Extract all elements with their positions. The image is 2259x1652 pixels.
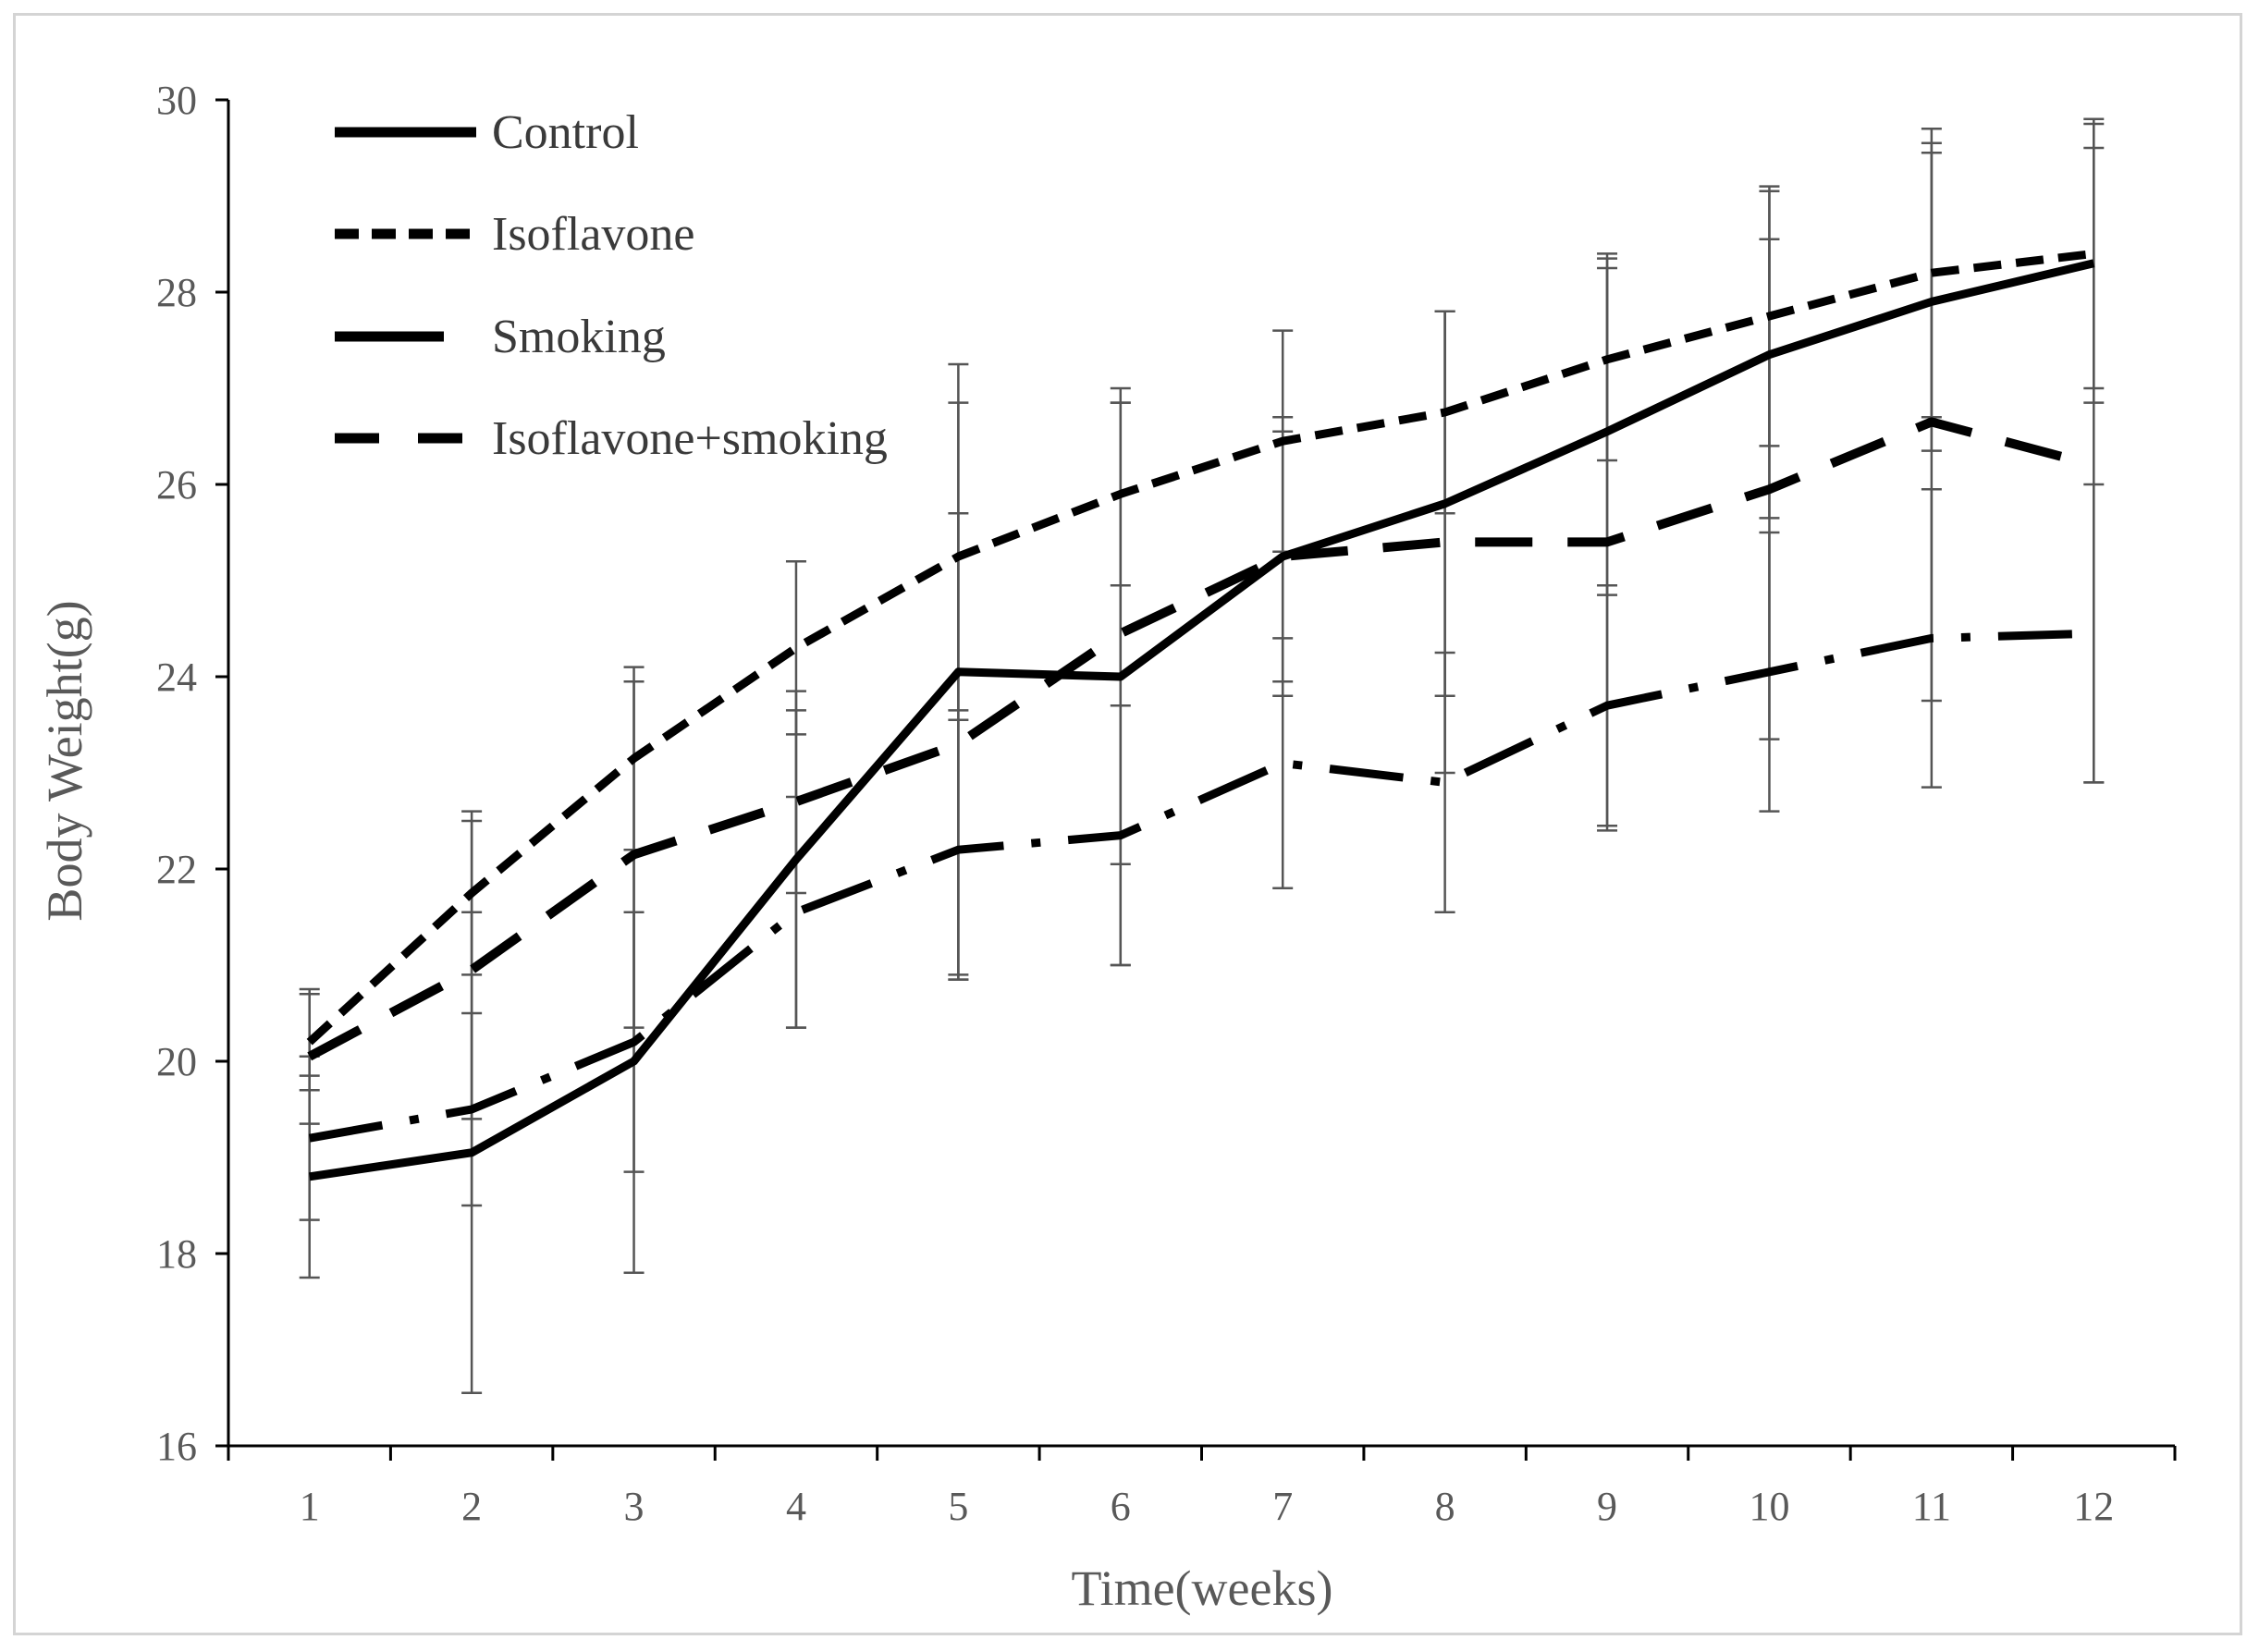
legend-label: Smoking xyxy=(492,311,666,363)
x-tick-label: 3 xyxy=(624,1484,645,1529)
y-tick-labels: 16 18 20 22 24 26 28 30 xyxy=(156,78,197,1469)
error-bar-isoflavone-smoking xyxy=(2083,146,2105,784)
x-tick-label: 4 xyxy=(786,1484,806,1529)
legend-item-isoflavone-smoking: Isoflavone+smoking xyxy=(335,412,888,465)
error-bar-isoflavone-smoking xyxy=(948,511,969,976)
x-tick-label: 8 xyxy=(1435,1484,1455,1529)
y-tick-label: 20 xyxy=(156,1039,197,1084)
y-axis-title: Body Weight(g) xyxy=(37,600,92,921)
legend-item-control: Control xyxy=(335,106,639,159)
series-lines xyxy=(306,249,2095,1181)
legend: Control Isoflavone Smoking Isoflavone+smoki… xyxy=(335,106,888,465)
x-tick-label: 12 xyxy=(2073,1484,2114,1529)
axes xyxy=(215,98,2177,1461)
y-tick-label: 26 xyxy=(156,462,197,508)
x-tick-label: 11 xyxy=(1912,1484,1951,1529)
series-line-isoflavone xyxy=(306,249,2094,1046)
x-tick-label: 9 xyxy=(1597,1484,1617,1529)
x-tick-label: 6 xyxy=(1111,1484,1131,1529)
series-line-isoflavone-smoking xyxy=(307,417,2095,1061)
legend-label: Isoflavone+smoking xyxy=(492,412,888,465)
y-tick-label: 18 xyxy=(156,1231,197,1277)
error-bar-isoflavone-smoking xyxy=(461,819,483,1120)
x-axis-title: Time(weeks) xyxy=(1072,1560,1333,1616)
y-tick-label: 28 xyxy=(156,270,197,315)
series-line-control xyxy=(309,259,2095,1181)
x-tick-label: 10 xyxy=(1749,1484,1789,1529)
x-tick-label: 7 xyxy=(1272,1484,1293,1529)
y-tick-label: 16 xyxy=(156,1424,197,1469)
x-tick-labels: 1 2 3 4 5 6 7 8 9 10 11 12 xyxy=(300,1484,2115,1529)
legend-label: Control xyxy=(492,106,639,159)
chart-frame xyxy=(13,13,2242,1635)
x-tick-label: 5 xyxy=(948,1484,968,1529)
x-tick-label: 2 xyxy=(461,1484,482,1529)
x-tick-label: 1 xyxy=(300,1484,320,1529)
y-tick-label: 24 xyxy=(156,655,197,700)
y-tick-label: 22 xyxy=(156,847,197,892)
error-bar-isoflavone-smoking xyxy=(1110,401,1131,866)
legend-item-isoflavone: Isoflavone xyxy=(335,208,694,261)
y-tick-label: 30 xyxy=(156,78,197,123)
legend-item-smoking: Smoking xyxy=(335,311,666,363)
series-line-smoking xyxy=(308,629,2094,1143)
legend-label: Isoflavone xyxy=(492,208,694,261)
error-bar-isoflavone-smoking xyxy=(1434,310,1455,775)
